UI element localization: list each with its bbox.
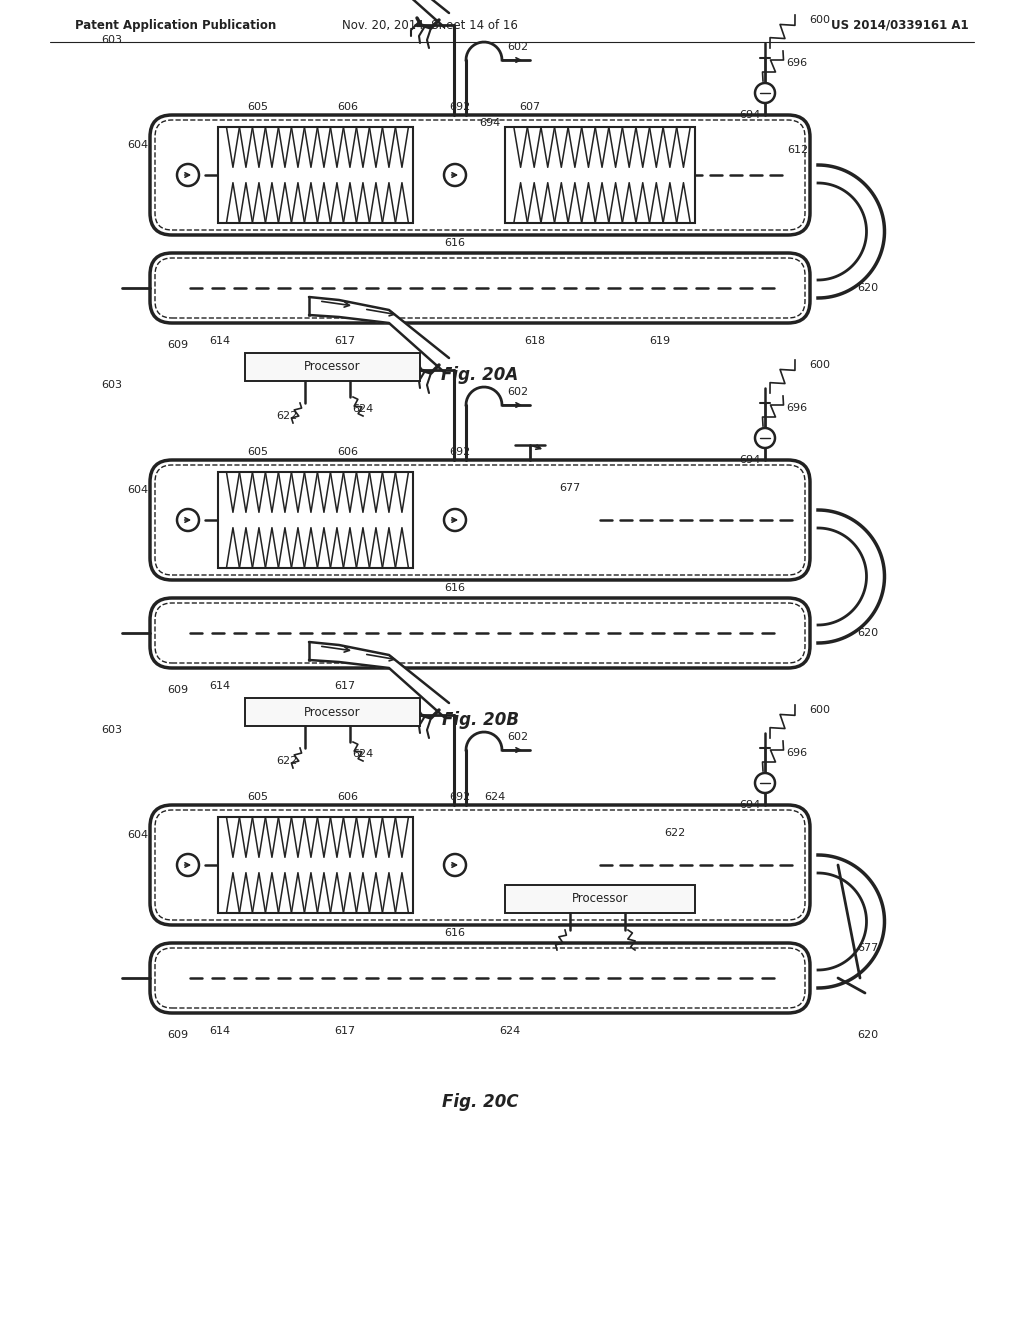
Text: 612: 612 bbox=[787, 145, 809, 154]
Text: 620: 620 bbox=[857, 282, 879, 293]
Text: 606: 606 bbox=[338, 792, 358, 803]
Text: 614: 614 bbox=[210, 1026, 230, 1036]
Text: 616: 616 bbox=[444, 583, 466, 593]
Text: 692: 692 bbox=[450, 792, 471, 803]
Text: 600: 600 bbox=[810, 15, 830, 25]
Text: 603: 603 bbox=[101, 380, 123, 389]
Text: 618: 618 bbox=[524, 337, 546, 346]
Text: 616: 616 bbox=[444, 928, 466, 939]
Text: 600: 600 bbox=[810, 705, 830, 715]
Text: 622: 622 bbox=[276, 411, 298, 421]
Text: 617: 617 bbox=[335, 337, 355, 346]
Bar bbox=[505, 884, 695, 913]
Text: 694: 694 bbox=[479, 117, 501, 128]
Text: 609: 609 bbox=[168, 341, 188, 350]
Bar bbox=[245, 698, 420, 726]
Circle shape bbox=[444, 854, 466, 876]
Text: US 2014/0339161 A1: US 2014/0339161 A1 bbox=[831, 18, 969, 32]
Text: 624: 624 bbox=[484, 792, 506, 803]
Text: 620: 620 bbox=[857, 1030, 879, 1040]
Text: 604: 604 bbox=[127, 140, 148, 150]
Polygon shape bbox=[309, 642, 449, 717]
Circle shape bbox=[444, 164, 466, 186]
Text: 616: 616 bbox=[444, 238, 466, 248]
Text: 606: 606 bbox=[338, 447, 358, 457]
Text: 614: 614 bbox=[210, 681, 230, 690]
Text: 614: 614 bbox=[210, 337, 230, 346]
Polygon shape bbox=[309, 0, 449, 26]
Circle shape bbox=[755, 83, 775, 103]
FancyBboxPatch shape bbox=[150, 805, 810, 925]
Text: 694: 694 bbox=[739, 800, 761, 810]
Text: 617: 617 bbox=[335, 1026, 355, 1036]
Bar bbox=[218, 127, 413, 223]
Text: 694: 694 bbox=[739, 110, 761, 120]
Text: 609: 609 bbox=[168, 685, 188, 696]
Text: 603: 603 bbox=[101, 725, 123, 735]
Text: Fig. 20A: Fig. 20A bbox=[441, 366, 518, 384]
Text: 605: 605 bbox=[248, 447, 268, 457]
Text: 617: 617 bbox=[335, 681, 355, 690]
Text: 620: 620 bbox=[857, 628, 879, 638]
Circle shape bbox=[177, 164, 199, 186]
Text: 603: 603 bbox=[101, 36, 123, 45]
Text: 696: 696 bbox=[786, 403, 808, 413]
Text: 607: 607 bbox=[519, 102, 541, 112]
Circle shape bbox=[444, 510, 466, 531]
FancyBboxPatch shape bbox=[150, 598, 810, 668]
Text: 624: 624 bbox=[352, 404, 374, 414]
Text: 622: 622 bbox=[665, 828, 686, 838]
Text: Fig. 20B: Fig. 20B bbox=[441, 711, 518, 729]
Text: 609: 609 bbox=[168, 1030, 188, 1040]
FancyBboxPatch shape bbox=[150, 253, 810, 323]
Text: 605: 605 bbox=[248, 792, 268, 803]
Circle shape bbox=[177, 510, 199, 531]
FancyBboxPatch shape bbox=[150, 459, 810, 579]
Bar bbox=[218, 817, 413, 913]
FancyBboxPatch shape bbox=[150, 115, 810, 235]
Text: 604: 604 bbox=[127, 830, 148, 840]
Text: 604: 604 bbox=[127, 484, 148, 495]
Text: Patent Application Publication: Patent Application Publication bbox=[75, 18, 276, 32]
Text: 692: 692 bbox=[450, 102, 471, 112]
Text: 606: 606 bbox=[338, 102, 358, 112]
Circle shape bbox=[755, 428, 775, 447]
Text: 696: 696 bbox=[786, 58, 808, 69]
Text: 619: 619 bbox=[649, 337, 671, 346]
Text: 677: 677 bbox=[559, 483, 581, 492]
FancyBboxPatch shape bbox=[150, 942, 810, 1012]
Text: 624: 624 bbox=[352, 748, 374, 759]
Text: 605: 605 bbox=[248, 102, 268, 112]
Text: Processor: Processor bbox=[571, 892, 629, 906]
Bar bbox=[245, 352, 420, 381]
Text: 624: 624 bbox=[500, 1026, 520, 1036]
Text: Fig. 20C: Fig. 20C bbox=[441, 1093, 518, 1111]
Bar bbox=[505, 127, 695, 223]
Text: Processor: Processor bbox=[304, 360, 360, 374]
Circle shape bbox=[755, 774, 775, 793]
Text: Nov. 20, 2014  Sheet 14 of 16: Nov. 20, 2014 Sheet 14 of 16 bbox=[342, 18, 518, 32]
Text: 622: 622 bbox=[276, 756, 298, 766]
Text: 694: 694 bbox=[739, 455, 761, 465]
Polygon shape bbox=[309, 297, 449, 372]
Text: Processor: Processor bbox=[304, 705, 360, 718]
Circle shape bbox=[177, 854, 199, 876]
Text: 602: 602 bbox=[508, 42, 528, 51]
Text: 600: 600 bbox=[810, 360, 830, 370]
Text: 602: 602 bbox=[508, 733, 528, 742]
Text: 602: 602 bbox=[508, 387, 528, 397]
Bar bbox=[218, 473, 413, 568]
Text: 677: 677 bbox=[857, 942, 879, 953]
Text: 692: 692 bbox=[450, 447, 471, 457]
Text: 696: 696 bbox=[786, 748, 808, 758]
